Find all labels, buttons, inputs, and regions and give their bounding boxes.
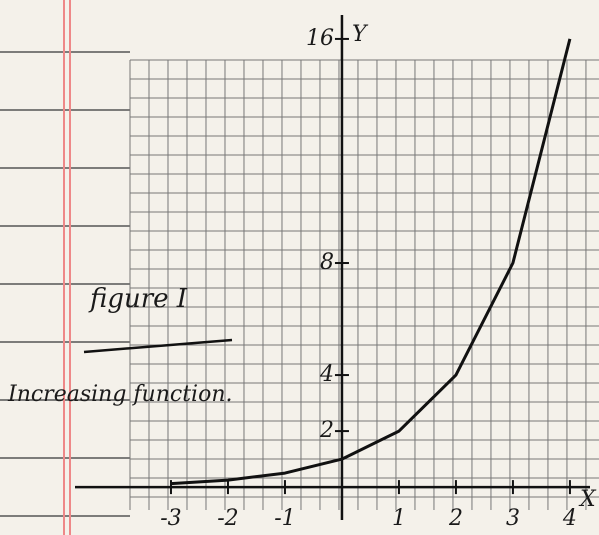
x-tick-label: 4 [562,506,577,531]
x-tick-label: -1 [274,506,295,531]
x-tick-label: 3 [506,506,520,531]
y-tick-label: 4 [319,362,334,387]
x-axis-label: X [578,487,597,512]
y-axis-label: Y [352,22,369,47]
y-tick-label: 16 [306,26,334,51]
x-tick-label: -3 [160,506,181,531]
chart: figure I Increasing function. X Y -3 -2 -1… [0,0,599,535]
x-tick-label: 1 [392,506,406,531]
y-tick-label: 8 [320,250,334,275]
x-tick-label: -2 [217,506,238,531]
y-tick-label: 2 [319,418,334,443]
annotation: Increasing function. [7,382,233,407]
x-tick-label: 2 [448,506,463,531]
annotation: figure I [88,284,188,314]
